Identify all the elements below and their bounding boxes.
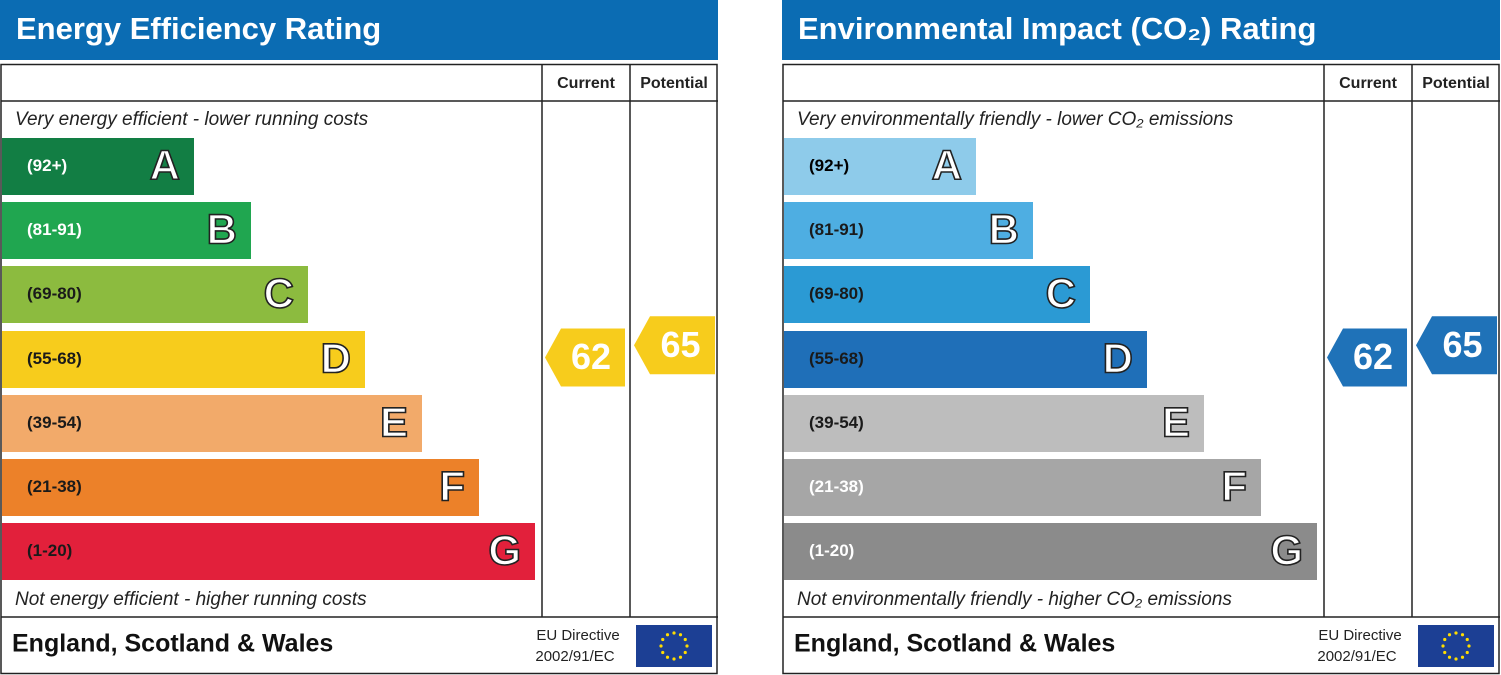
band-range: (92+) bbox=[27, 156, 67, 175]
flag-star bbox=[678, 655, 683, 659]
band-range: (92+) bbox=[809, 156, 849, 175]
flag-star bbox=[672, 631, 676, 635]
band bbox=[2, 138, 194, 195]
rating-value: 62 bbox=[571, 336, 611, 377]
title-bar bbox=[0, 0, 718, 60]
band-letter: E bbox=[380, 399, 408, 446]
band-letter: B bbox=[989, 206, 1019, 253]
band-range: (1-20) bbox=[27, 541, 72, 560]
bottom-note: Not energy efficient - higher running co… bbox=[15, 589, 367, 610]
title: Environmental Impact (CO₂) Rating bbox=[798, 11, 1316, 46]
flag-star bbox=[685, 644, 689, 648]
band-range: (55-68) bbox=[809, 349, 864, 368]
frame bbox=[0, 63, 718, 675]
footer: England, Scotland & Wales bbox=[12, 630, 333, 658]
band-letter: E bbox=[1162, 399, 1190, 446]
flag-star bbox=[1454, 657, 1458, 661]
rating-arrow bbox=[634, 316, 715, 375]
flag-star bbox=[683, 650, 687, 655]
rating-arrow bbox=[1416, 316, 1497, 375]
band-letter: A bbox=[932, 142, 962, 189]
flag-star bbox=[1441, 644, 1445, 648]
band-letter: D bbox=[321, 335, 351, 382]
directive: 2002/91/EC bbox=[535, 648, 614, 665]
band-range: (21-38) bbox=[27, 477, 82, 496]
rating-value: 65 bbox=[660, 324, 700, 365]
band-range: (69-80) bbox=[27, 284, 82, 303]
band-letter: G bbox=[488, 527, 521, 574]
flag-star bbox=[661, 650, 665, 655]
rating-arrow bbox=[545, 328, 625, 387]
flag-star bbox=[1460, 655, 1465, 659]
flag-star bbox=[1465, 637, 1469, 642]
flag-star bbox=[665, 633, 670, 637]
flag-star bbox=[665, 655, 670, 659]
column-header: Potential bbox=[1422, 75, 1490, 92]
band-letter: D bbox=[1103, 335, 1133, 382]
rating-value: 62 bbox=[1353, 336, 1393, 377]
band-range: (39-54) bbox=[27, 413, 82, 432]
band-letter: A bbox=[150, 142, 180, 189]
top-note: Very energy efficient - lower running co… bbox=[15, 109, 369, 130]
band bbox=[784, 202, 1033, 259]
band-range: (69-80) bbox=[809, 284, 864, 303]
eu-flag bbox=[1418, 625, 1494, 667]
band bbox=[784, 331, 1147, 388]
rating-arrow bbox=[1327, 328, 1407, 387]
column-header: Current bbox=[1339, 75, 1397, 92]
band bbox=[2, 459, 479, 516]
flag-star bbox=[1467, 644, 1471, 648]
flag-star bbox=[1454, 631, 1458, 635]
flag-star bbox=[1465, 650, 1469, 655]
flag-star bbox=[1447, 655, 1452, 659]
band-range: (81-91) bbox=[809, 220, 864, 239]
band bbox=[784, 395, 1204, 452]
band-letter: C bbox=[1046, 270, 1076, 317]
directive: 2002/91/EC bbox=[1317, 648, 1396, 665]
band-range: (21-38) bbox=[809, 477, 864, 496]
flag-star bbox=[1460, 633, 1465, 637]
rating-value: 65 bbox=[1442, 324, 1482, 365]
flag-star bbox=[1447, 633, 1452, 637]
band bbox=[2, 266, 308, 323]
directive: EU Directive bbox=[536, 627, 619, 644]
band-letter: F bbox=[439, 463, 465, 510]
title: Energy Efficiency Rating bbox=[16, 11, 381, 46]
title-bar bbox=[782, 0, 1500, 60]
flag-star bbox=[661, 637, 665, 642]
band-letter: G bbox=[1270, 527, 1303, 574]
band bbox=[784, 459, 1261, 516]
footer: England, Scotland & Wales bbox=[794, 630, 1115, 658]
band-range: (81-91) bbox=[27, 220, 82, 239]
band bbox=[2, 331, 365, 388]
flag-star bbox=[659, 644, 663, 648]
band bbox=[2, 202, 251, 259]
column-header: Potential bbox=[640, 75, 708, 92]
band bbox=[784, 138, 976, 195]
column-header: Current bbox=[557, 75, 615, 92]
top-note: Very environmentally friendly - lower CO… bbox=[797, 109, 1234, 130]
band bbox=[2, 395, 422, 452]
band bbox=[2, 523, 535, 580]
band-letter: C bbox=[264, 270, 294, 317]
band bbox=[784, 266, 1090, 323]
band-letter: F bbox=[1221, 463, 1247, 510]
flag-star bbox=[1443, 637, 1447, 642]
flag-star bbox=[1443, 650, 1447, 655]
band-range: (39-54) bbox=[809, 413, 864, 432]
eu-flag bbox=[636, 625, 712, 667]
bottom-note: Not environmentally friendly - higher CO… bbox=[797, 589, 1232, 610]
band-range: (1-20) bbox=[809, 541, 854, 560]
flag-star bbox=[678, 633, 683, 637]
flag-star bbox=[672, 657, 676, 661]
directive: EU Directive bbox=[1318, 627, 1401, 644]
band bbox=[784, 523, 1317, 580]
band-range: (55-68) bbox=[27, 349, 82, 368]
band-letter: B bbox=[207, 206, 237, 253]
flag-star bbox=[683, 637, 687, 642]
frame bbox=[782, 63, 1500, 675]
